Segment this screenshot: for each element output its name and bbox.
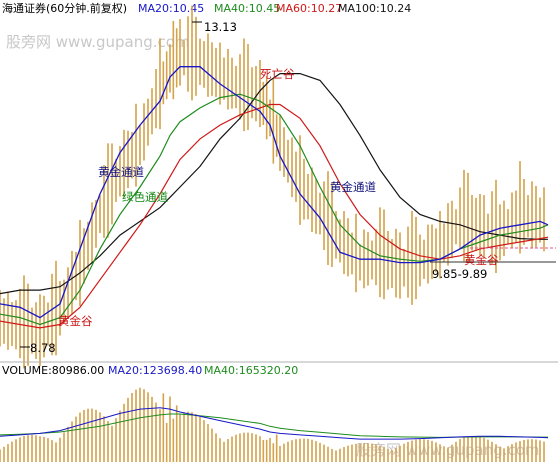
death-cross-label: 死亡谷 (260, 67, 295, 81)
green-channel-label: 绿色通道 (122, 190, 168, 204)
high-label: 13.13 (204, 20, 237, 34)
volume-ma20-line (0, 407, 549, 440)
range-label: 9.85-9.89 (432, 267, 487, 281)
ma100-legend: MA100:10.24 (338, 2, 411, 15)
watermark-top: 股旁网 www.gupang.com (6, 33, 190, 51)
volume-legend: VOLUME:80986.00 (2, 364, 104, 377)
volume-ma20-legend: MA20:123698.40 (108, 364, 202, 377)
ma60-line (0, 103, 549, 329)
ma60-legend: MA60:10.27 (276, 2, 342, 15)
golden-valley-label-1: 黄金谷 (58, 314, 93, 328)
golden-valley-label-2: 黄金谷 (464, 253, 499, 267)
chart-title: 海通证券(60分钟.前复权) (2, 1, 127, 15)
volume-ma40-legend: MA40:165320.20 (204, 364, 298, 377)
ma40-legend: MA40:10.45 (214, 2, 280, 15)
ma20-line (0, 66, 549, 319)
ma100-line (0, 72, 548, 295)
golden-channel-label-1: 黄金通道 (98, 165, 144, 179)
volume-bars (0, 387, 545, 462)
golden-channel-label-2: 黄金通道 (330, 180, 376, 194)
low-label: 8.78 (30, 341, 56, 355)
ma20-legend: MA20:10.45 (138, 2, 204, 15)
